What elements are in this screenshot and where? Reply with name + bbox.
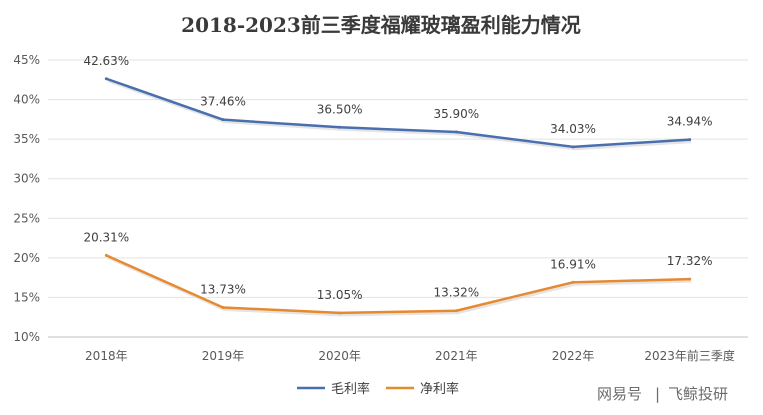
x-tick-label: 2020年 [318, 349, 361, 363]
data-label: 13.73% [200, 282, 246, 296]
x-axis: 2018年 2019年 2020年 2021年 2022年 2023年前三季度 [85, 348, 735, 363]
data-point [688, 277, 692, 281]
watermark-separator: | [655, 385, 660, 403]
data-label: 35.90% [433, 107, 479, 121]
data-point [571, 145, 575, 149]
data-label: 34.94% [667, 115, 713, 129]
legend: 毛利率 净利率 [297, 381, 459, 397]
chart-title: 2018-2023前三季度福耀玻璃盈利能力情况 [181, 13, 581, 37]
x-tick-label: 2022年 [552, 349, 595, 363]
y-tick-label: 30% [13, 172, 40, 186]
y-tick-label: 35% [13, 132, 40, 146]
y-tick-label: 20% [13, 251, 40, 265]
data-point [221, 305, 225, 309]
x-tick-label: 2021年 [435, 349, 478, 363]
y-tick-label: 15% [13, 290, 40, 304]
data-label: 37.46% [200, 95, 246, 109]
data-label: 20.31% [83, 230, 129, 244]
data-point [454, 130, 458, 134]
data-point [338, 125, 342, 129]
data-point [688, 138, 692, 142]
y-tick-label: 40% [13, 93, 40, 107]
data-point [338, 311, 342, 315]
series-line-net-margin [105, 254, 691, 315]
data-label: 34.03% [550, 122, 596, 136]
legend-label-gross-margin: 毛利率 [331, 381, 370, 397]
series-layer: 42.63% 37.46% 36.50% 35.90% 34.03% 34.94% 20.3… [83, 54, 713, 317]
x-tick-label: 2019年 [202, 349, 245, 363]
data-label: 13.05% [317, 288, 363, 302]
data-label: 36.50% [317, 102, 363, 116]
y-tick-label: 25% [13, 211, 40, 225]
data-point [104, 253, 108, 257]
y-tick-label: 45% [13, 53, 40, 67]
data-label: 42.63% [83, 54, 129, 68]
data-point [221, 118, 225, 122]
data-point [571, 280, 575, 284]
watermark-author: 飞鲸投研 [668, 385, 728, 403]
series-line-gross-margin [105, 77, 691, 149]
data-label: 13.32% [433, 286, 479, 300]
watermark: 网易号 | 飞鲸投研 [597, 385, 728, 403]
data-label: 16.91% [550, 257, 596, 271]
series-shadow [107, 256, 692, 317]
x-tick-label: 2023年前三季度 [644, 348, 735, 363]
data-label: 17.32% [667, 254, 713, 268]
series-shadow [107, 79, 692, 151]
data-point [104, 77, 108, 81]
grid [48, 59, 748, 338]
data-point [454, 309, 458, 313]
x-tick-label: 2018年 [85, 349, 128, 363]
y-tick-label: 10% [13, 330, 40, 344]
y-axis: 10% 15% 20% 25% 30% 35% 40% 45% [13, 53, 40, 344]
watermark-brand: 网易号 [597, 385, 642, 403]
legend-label-net-margin: 净利率 [420, 381, 459, 397]
